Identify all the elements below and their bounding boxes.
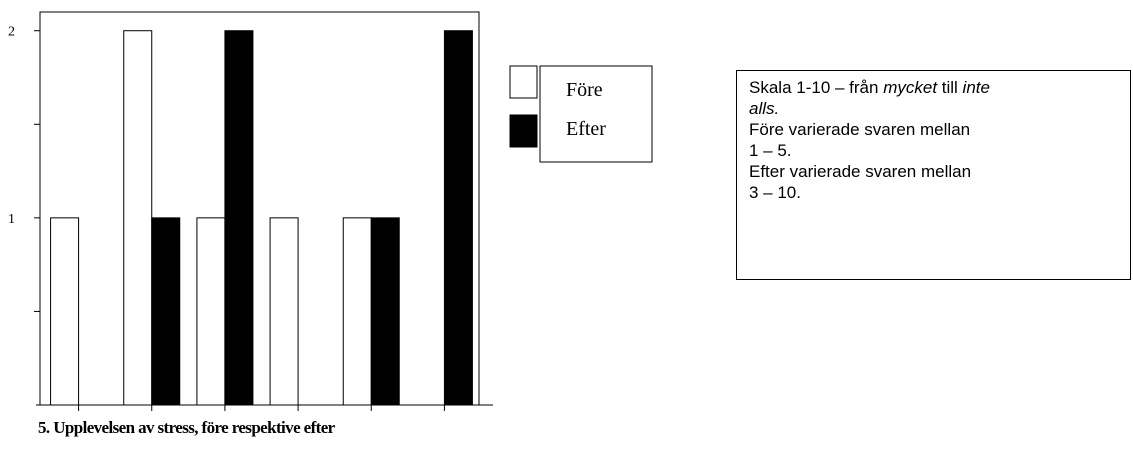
note-line-2: alls. [749, 99, 780, 118]
bar-efter [151, 217, 181, 406]
legend: Före Efter [509, 65, 653, 163]
x-axis [36, 404, 493, 411]
note-line-4: 1 – 5. [749, 141, 792, 160]
legend-label-efter: Efter [566, 118, 606, 140]
note-box: Skala 1-10 – från mycket till inte alls.… [736, 70, 1131, 280]
bar-efter [370, 217, 400, 406]
y-tick-label: 1 [8, 212, 15, 227]
note-line-5: Efter varierade svaren mellan [749, 162, 972, 181]
legend-swatch-efter [509, 114, 538, 148]
bar-fore [342, 217, 372, 406]
legend-swatch-fore [509, 65, 538, 99]
bar-efter [224, 30, 254, 406]
bars [50, 30, 473, 406]
chart-title: 5. Upplevelsen av stress, före respektiv… [38, 418, 335, 437]
note-line-6: 3 – 10. [749, 183, 801, 202]
y-axis: 12 [8, 25, 40, 312]
bar-fore [269, 217, 299, 406]
bar-fore [50, 217, 80, 406]
plot-frame [39, 11, 480, 406]
bar-efter [443, 30, 473, 406]
note-line-3: Före varierade svaren mellan [749, 120, 971, 139]
bar-fore [196, 217, 226, 406]
note-line-1: Skala 1-10 – från mycket till inte [749, 78, 990, 97]
y-tick-label: 2 [8, 25, 15, 40]
legend-label-fore: Före [566, 79, 603, 101]
legend-box [539, 65, 653, 163]
bar-fore [123, 30, 153, 406]
